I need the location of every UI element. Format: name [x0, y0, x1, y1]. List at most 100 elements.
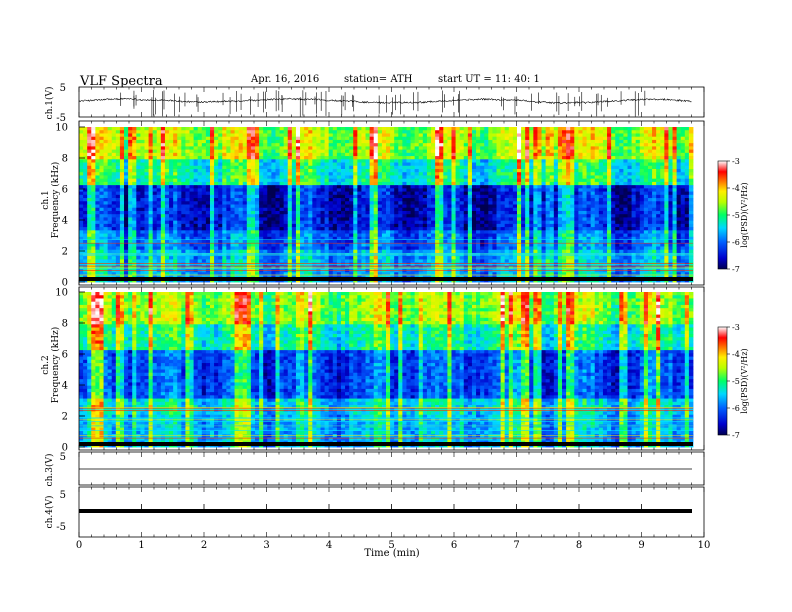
spectrogram-cell — [381, 256, 387, 260]
spectrogram-cell — [492, 168, 497, 173]
spectrogram-cell — [242, 246, 248, 251]
spectrogram-cell — [471, 220, 477, 225]
spectrogram-cell — [222, 143, 227, 147]
spectrogram-cell — [295, 204, 301, 209]
spectrogram-cell — [492, 249, 497, 254]
spectrogram-cell — [431, 152, 436, 157]
spectrogram-cell — [295, 272, 301, 276]
spectrogram-cell — [160, 214, 166, 218]
spectrogram-cell — [418, 143, 424, 147]
spectrogram-cell — [439, 133, 444, 138]
spectrogram-cell — [234, 162, 240, 167]
spectrogram-cell — [119, 149, 125, 154]
spectrogram-cell — [386, 240, 391, 244]
spectrogram-cell — [242, 204, 248, 209]
spectrogram-cell — [234, 204, 240, 209]
spectrogram-cell — [103, 133, 109, 138]
spectrogram-cell — [431, 175, 436, 180]
spectrogram-cell — [480, 223, 485, 228]
spectrogram-cell — [148, 152, 154, 157]
spectrogram-cell — [308, 243, 313, 247]
spectrogram-cell — [336, 181, 342, 186]
spectrogram-cell — [79, 181, 84, 186]
spectrogram-cell — [255, 159, 260, 163]
spectrogram-cell — [459, 252, 465, 257]
spectrogram-cell — [332, 272, 338, 276]
spectrogram-cell — [144, 149, 149, 154]
spectrogram-cell — [496, 165, 502, 170]
spectrogram-cell — [435, 207, 440, 212]
spectrogram-cell — [238, 127, 244, 131]
spectrogram-cell — [328, 143, 334, 147]
spectrogram-cell — [124, 127, 129, 131]
spectrogram-cell — [349, 272, 354, 276]
spectrogram-cell — [467, 133, 473, 138]
spectrogram-cell — [435, 227, 440, 231]
spectrogram-cell — [185, 159, 190, 163]
spectrogram-cell — [140, 217, 145, 222]
spectrogram-cell — [414, 185, 420, 189]
spectrogram-cell — [369, 133, 375, 138]
spectrogram-cell — [414, 143, 420, 147]
spectrogram-cell — [398, 240, 403, 244]
spectrogram-cell — [365, 198, 371, 202]
spectrogram-cell — [189, 201, 195, 205]
spectrogram-cell — [79, 201, 84, 205]
spectrogram-cell — [480, 249, 485, 254]
spectrogram-cell — [451, 204, 456, 209]
spectrogram-cell — [308, 162, 313, 167]
spectrogram-cell — [119, 259, 125, 264]
spectrogram-cell — [242, 272, 248, 276]
spectrogram-cell — [283, 165, 289, 170]
spectrogram-cell — [189, 162, 195, 167]
spectrogram-cell — [79, 210, 84, 215]
spectrogram-cell — [160, 127, 166, 131]
spectrogram-cell — [99, 249, 104, 254]
spectrogram-cell — [492, 127, 497, 131]
spectrogram-cell — [160, 172, 166, 176]
spectrogram-cell — [398, 136, 403, 141]
spectrogram-cell — [410, 143, 416, 147]
spectrogram-cell — [156, 152, 162, 157]
spectrogram-cell — [169, 188, 174, 192]
spectrogram-cell — [394, 185, 399, 189]
spectrogram-cell — [140, 256, 145, 260]
spectrogram-cell — [160, 156, 166, 160]
spectrogram-cell — [136, 139, 141, 144]
spectrogram-cell — [226, 220, 231, 225]
spectrogram-cell — [201, 130, 207, 134]
spectrogram-cell — [205, 233, 211, 238]
spectrogram-cell — [467, 204, 473, 209]
spectrogram-cell — [406, 259, 411, 264]
spectrogram-cell — [353, 133, 358, 138]
spectrogram-cell — [160, 256, 166, 260]
spectrogram-cell — [267, 204, 272, 209]
spectrogram-cell — [238, 143, 244, 147]
spectrogram-cell — [209, 201, 215, 205]
spectrogram-cell — [283, 191, 289, 196]
spectrogram-cell — [99, 185, 104, 189]
spectrogram-cell — [259, 217, 264, 222]
spectrogram-cell — [373, 165, 379, 170]
spectrogram-cell — [267, 256, 272, 260]
spectrogram-cell — [476, 233, 481, 238]
spectrogram-cell — [377, 240, 383, 244]
spectrogram-cell — [476, 165, 481, 170]
spectrogram-cell — [205, 191, 211, 196]
spectrogram-cell — [463, 156, 469, 160]
spectrogram-cell — [173, 227, 178, 231]
spectrogram-cell — [91, 143, 96, 147]
spectrogram-cell — [185, 175, 190, 180]
spectrogram-cell — [148, 249, 154, 254]
spectrogram-cell — [459, 159, 465, 163]
spectrogram-cell — [451, 249, 456, 254]
spectrogram-cell — [488, 188, 493, 192]
spectrogram-cell — [373, 198, 379, 202]
spectrogram-cell — [455, 252, 461, 257]
spectrogram-cell — [463, 149, 469, 154]
spectrogram-cell — [451, 185, 456, 189]
spectrogram-cell — [471, 185, 477, 189]
spectrogram-cell — [156, 175, 162, 180]
spectrogram-cell — [124, 272, 129, 276]
spectrogram-cell — [369, 156, 375, 160]
